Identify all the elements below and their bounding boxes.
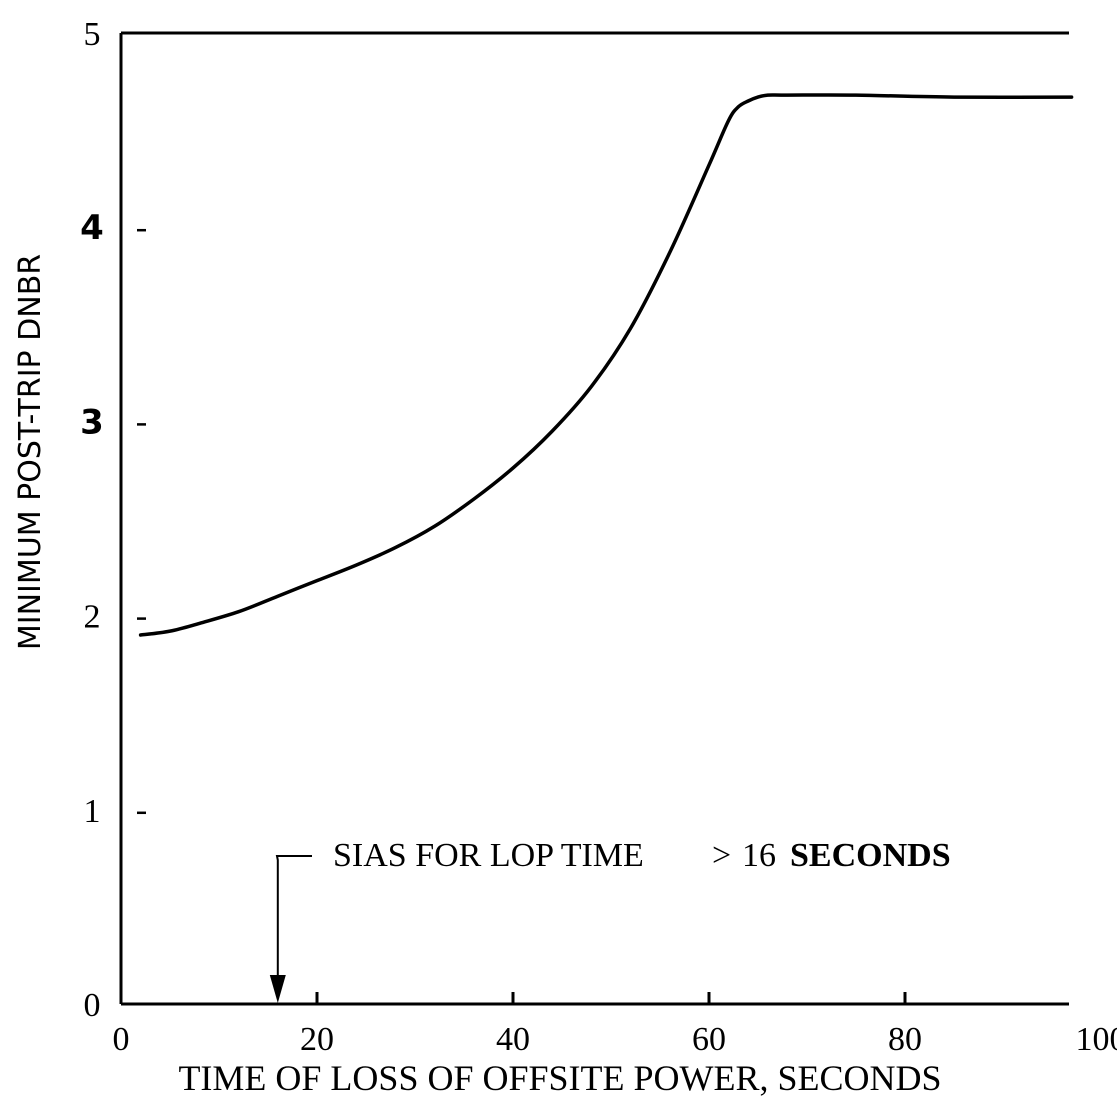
tick-labels: 0 20 40 60 80 100 0 1 2 3 4 5	[80, 16, 1117, 1058]
annotation-arrowhead	[269, 975, 286, 1003]
annotation-text-main: SIAS FOR LOP TIME	[333, 837, 644, 874]
y-tick-label: 2	[84, 599, 101, 636]
y-tick-label: 0	[84, 987, 101, 1024]
x-tick-label: 100	[1076, 1021, 1117, 1058]
y-axis-title: MINIMUM POST-TRIP DNBR	[13, 254, 48, 650]
x-tick-label: 60	[692, 1021, 726, 1058]
ticks	[137, 228, 907, 1004]
annotation: SIAS FOR LOP TIME > 16 SECONDS	[269, 837, 951, 1003]
y-tick-label: 3	[80, 402, 104, 442]
x-tick-label: 40	[496, 1021, 530, 1058]
x-tick-label: 0	[113, 1021, 130, 1058]
x-axis-title: TIME OF LOSS OF OFFSITE POWER, SECONDS	[178, 1058, 941, 1098]
y-tick-label: 4	[80, 208, 104, 248]
annotation-text-value: 16	[742, 837, 776, 874]
y-tick-label: 1	[84, 793, 101, 830]
x-tick-label: 80	[888, 1021, 922, 1058]
annotation-text-gt: >	[712, 837, 731, 874]
x-tick-label: 20	[300, 1021, 334, 1058]
annotation-leader-line	[275, 855, 312, 980]
y-tick-label: 5	[84, 16, 101, 53]
annotation-text-unit: SECONDS	[790, 837, 951, 874]
series-line	[138, 93, 1074, 637]
